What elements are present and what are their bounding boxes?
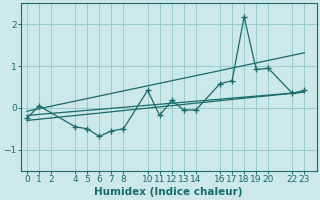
X-axis label: Humidex (Indice chaleur): Humidex (Indice chaleur)	[94, 187, 243, 197]
